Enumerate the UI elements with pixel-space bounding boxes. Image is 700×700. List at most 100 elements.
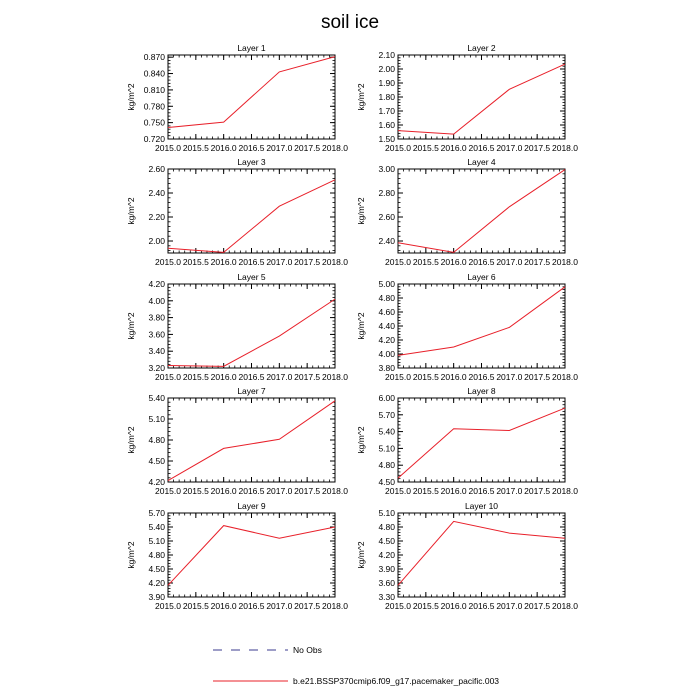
y-tick-label: 5.10 bbox=[148, 536, 165, 546]
x-tick-label: 2015.5 bbox=[183, 372, 209, 382]
x-tick-label: 2018.0 bbox=[552, 143, 578, 153]
x-tick-label: 2017.5 bbox=[524, 143, 550, 153]
x-tick-label: 2017.5 bbox=[294, 601, 320, 611]
x-tick-label: 2016.5 bbox=[469, 486, 495, 496]
x-tick-label: 2018.0 bbox=[322, 486, 348, 496]
y-tick-label: 4.80 bbox=[378, 522, 395, 532]
x-tick-label: 2016.5 bbox=[469, 257, 495, 267]
x-tick-label: 2015.0 bbox=[385, 486, 411, 496]
x-tick-label: 2016.0 bbox=[211, 257, 237, 267]
series-line-0 bbox=[167, 400, 336, 482]
y-tick-label: 4.50 bbox=[148, 564, 165, 574]
y-tick-label: 4.80 bbox=[378, 460, 395, 470]
x-tick-label: 2017.5 bbox=[524, 601, 550, 611]
figure-title: soil ice bbox=[321, 12, 379, 33]
y-tick-label: 1.80 bbox=[378, 92, 395, 102]
x-tick-label: 2018.0 bbox=[552, 372, 578, 382]
series-line-0 bbox=[397, 286, 566, 356]
y-tick-label: 5.70 bbox=[378, 410, 395, 420]
x-tick-label: 2017.0 bbox=[496, 486, 522, 496]
legend: No Obs b.e21.BSSP370cmip6.f09_g17.pacemak… bbox=[213, 645, 499, 686]
y-tick-label: 3.80 bbox=[378, 363, 395, 373]
x-tick-label: 2016.0 bbox=[211, 486, 237, 496]
y-axis-label: kg/m^2 bbox=[126, 541, 136, 568]
y-tick-label: 2.80 bbox=[378, 188, 395, 198]
x-tick-label: 2016.5 bbox=[239, 372, 265, 382]
x-tick-label: 2016.0 bbox=[211, 143, 237, 153]
x-tick-label: 2018.0 bbox=[322, 257, 348, 267]
x-tick-label: 2017.5 bbox=[294, 372, 320, 382]
y-tick-label: 5.10 bbox=[378, 443, 395, 453]
plot-frame bbox=[397, 168, 566, 254]
y-tick-label: 2.00 bbox=[148, 236, 165, 246]
y-tick-label: 5.40 bbox=[148, 393, 165, 403]
y-tick-label: 2.40 bbox=[148, 188, 165, 198]
series-line-0 bbox=[397, 63, 566, 135]
y-tick-label: 2.60 bbox=[378, 212, 395, 222]
y-tick-label: 5.10 bbox=[378, 508, 395, 518]
y-tick-label: 2.20 bbox=[148, 212, 165, 222]
y-tick-label: 3.30 bbox=[378, 592, 395, 602]
y-tick-label: 6.00 bbox=[378, 393, 395, 403]
y-tick-label: 0.810 bbox=[144, 85, 166, 95]
y-tick-label: 5.10 bbox=[148, 414, 165, 424]
x-tick-label: 2015.0 bbox=[385, 601, 411, 611]
y-tick-label: 3.90 bbox=[378, 564, 395, 574]
y-tick-label: 5.40 bbox=[148, 522, 165, 532]
x-tick-label: 2016.5 bbox=[469, 601, 495, 611]
y-tick-label: 2.00 bbox=[378, 64, 395, 74]
y-tick-label: 1.60 bbox=[378, 120, 395, 130]
x-tick-label: 2016.5 bbox=[239, 143, 265, 153]
x-tick-label: 2015.0 bbox=[155, 601, 181, 611]
y-tick-label: 0.870 bbox=[144, 52, 166, 62]
y-axis-label: kg/m^2 bbox=[356, 83, 366, 110]
y-tick-label: 0.780 bbox=[144, 101, 166, 111]
y-axis-label: kg/m^2 bbox=[126, 197, 136, 224]
x-tick-label: 2017.0 bbox=[266, 143, 292, 153]
panel-title: Layer 5 bbox=[237, 272, 266, 282]
plot-frame bbox=[397, 512, 566, 598]
x-tick-label: 2016.0 bbox=[441, 601, 467, 611]
x-tick-label: 2015.5 bbox=[413, 486, 439, 496]
series-line-0 bbox=[167, 179, 336, 253]
y-tick-label: 3.60 bbox=[148, 329, 165, 339]
y-axis-label: kg/m^2 bbox=[126, 426, 136, 453]
x-tick-label: 2015.0 bbox=[155, 372, 181, 382]
plot-frame bbox=[397, 397, 566, 483]
y-tick-label: 4.80 bbox=[148, 435, 165, 445]
y-tick-label: 0.750 bbox=[144, 118, 166, 128]
y-axis-label: kg/m^2 bbox=[356, 541, 366, 568]
series-line-0 bbox=[397, 169, 566, 253]
y-tick-label: 3.80 bbox=[148, 313, 165, 323]
x-tick-label: 2015.5 bbox=[413, 143, 439, 153]
x-tick-label: 2016.0 bbox=[441, 486, 467, 496]
x-tick-label: 2018.0 bbox=[552, 601, 578, 611]
plot-frame bbox=[167, 512, 336, 598]
plot-frame bbox=[167, 283, 336, 369]
y-tick-label: 4.20 bbox=[378, 335, 395, 345]
x-tick-label: 2016.0 bbox=[441, 143, 467, 153]
x-tick-label: 2015.0 bbox=[155, 257, 181, 267]
y-tick-label: 0.720 bbox=[144, 134, 166, 144]
x-tick-label: 2016.5 bbox=[469, 372, 495, 382]
y-tick-label: 5.00 bbox=[378, 279, 395, 289]
y-tick-label: 3.90 bbox=[148, 592, 165, 602]
x-tick-label: 2016.0 bbox=[441, 372, 467, 382]
x-tick-label: 2017.0 bbox=[266, 257, 292, 267]
y-tick-label: 3.60 bbox=[378, 578, 395, 588]
y-tick-label: 1.50 bbox=[378, 134, 395, 144]
x-tick-label: 2018.0 bbox=[552, 486, 578, 496]
plot-frame bbox=[167, 168, 336, 254]
legend-label-0: No Obs bbox=[293, 645, 322, 655]
x-tick-label: 2016.5 bbox=[239, 257, 265, 267]
y-tick-label: 4.40 bbox=[378, 321, 395, 331]
